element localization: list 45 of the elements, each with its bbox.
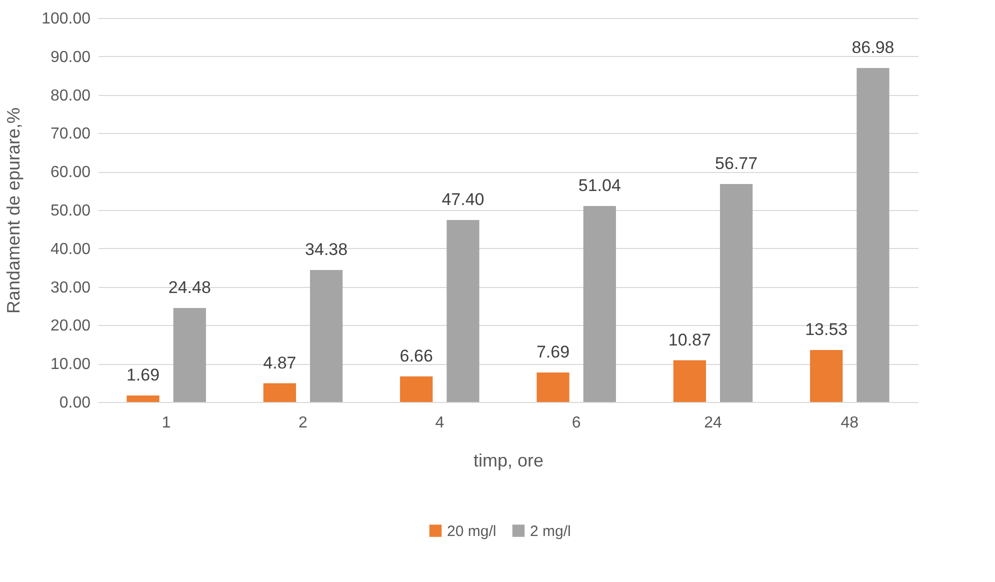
bar (310, 270, 343, 402)
data-label: 13.53 (805, 320, 848, 340)
data-label: 4.87 (263, 353, 296, 372)
y-tick-label: 70.00 (50, 126, 91, 143)
data-label: 47.40 (442, 190, 484, 209)
bar (446, 220, 480, 402)
bar (126, 396, 160, 402)
data-label: 7.69 (536, 342, 570, 362)
x-axis-title: timp, ore (473, 450, 544, 470)
bar (173, 308, 206, 402)
bar (673, 360, 706, 402)
y-tick-label: 40.00 (50, 240, 91, 258)
y-tick-label: 80.00 (50, 87, 91, 104)
data-label: 24.48 (168, 278, 211, 297)
y-tick-label: 20.00 (50, 318, 91, 335)
bar (810, 350, 843, 402)
y-tick-label: 10.00 (50, 356, 91, 374)
legend-label: 2 mg/l (530, 522, 571, 540)
data-label: 86.98 (852, 38, 894, 57)
data-label: 56.77 (715, 154, 758, 174)
y-tick-label: 0.00 (59, 394, 91, 412)
x-tick-label: 1 (162, 414, 171, 432)
legend-label: 20 mg/l (447, 522, 496, 540)
x-tick-label: 24 (704, 414, 722, 432)
y-tick-label: 90.00 (50, 48, 91, 66)
y-tick-label: 100.00 (42, 10, 91, 28)
x-tick-label: 4 (435, 414, 444, 432)
x-tick-label: 2 (298, 414, 308, 432)
x-tick-label: 6 (572, 414, 581, 432)
data-label: 34.38 (305, 240, 348, 259)
bar (856, 68, 890, 402)
y-axis-title: Randament de epurare,% (4, 107, 24, 314)
bar (400, 376, 433, 402)
bar (583, 206, 616, 402)
y-tick-label: 60.00 (50, 164, 91, 182)
data-label: 51.04 (578, 176, 621, 196)
bar (536, 372, 570, 402)
bar (720, 184, 753, 402)
data-label: 1.69 (126, 366, 160, 385)
data-label: 10.87 (668, 330, 711, 350)
y-tick-label: 30.00 (50, 279, 91, 296)
x-tick-label: 48 (840, 414, 859, 432)
bar (263, 383, 296, 402)
data-label: 6.66 (400, 346, 433, 366)
y-tick-label: 50.00 (50, 202, 91, 220)
